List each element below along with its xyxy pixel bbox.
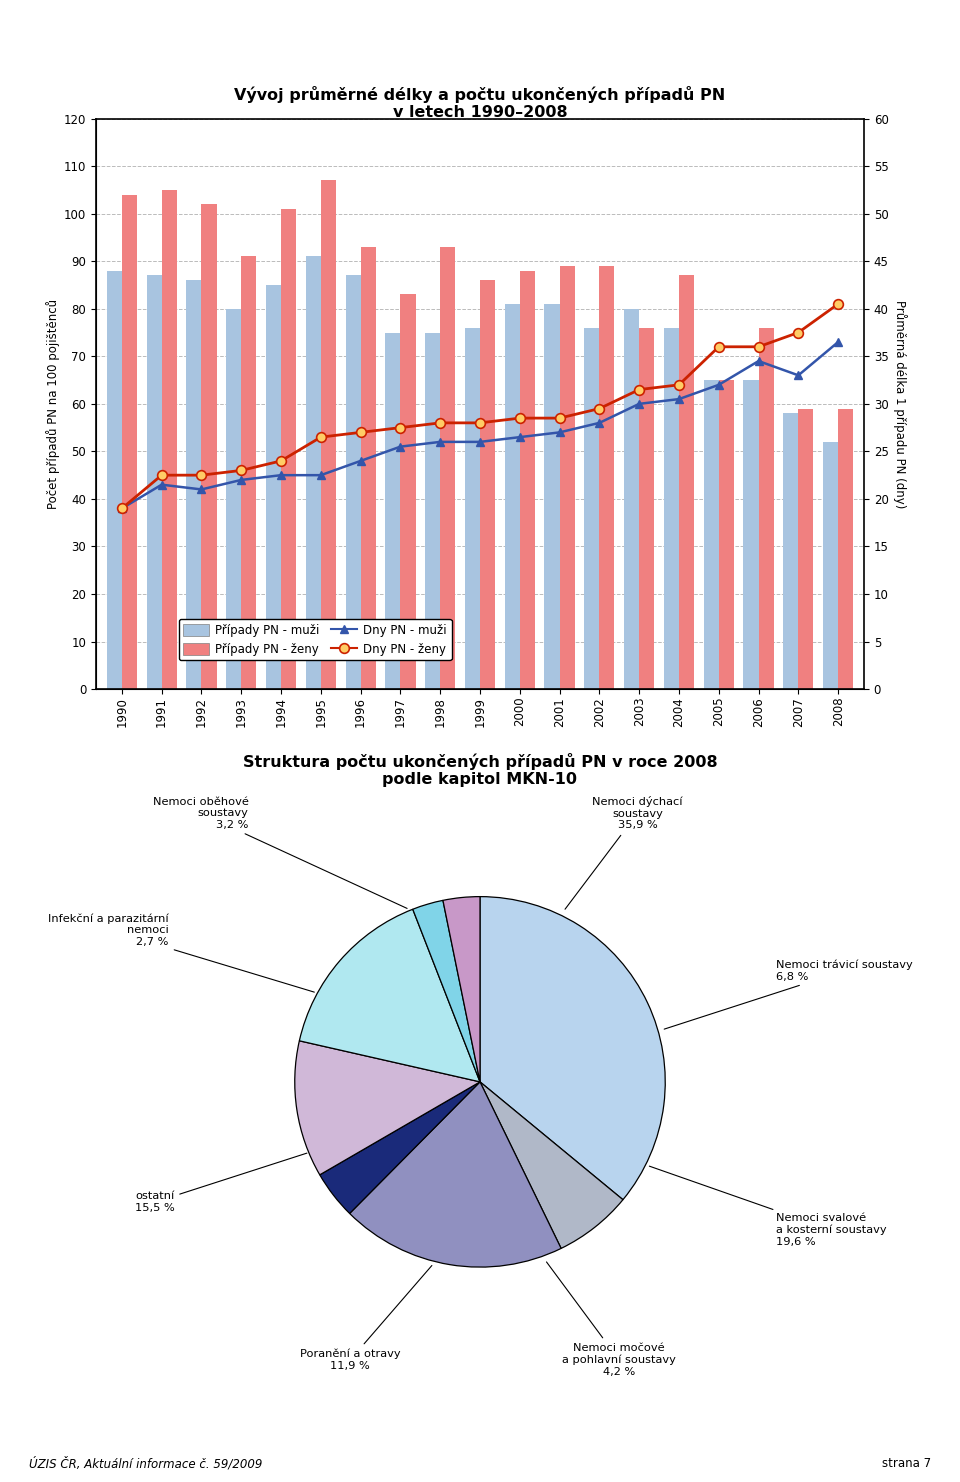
Bar [585, 328, 599, 689]
Bar [519, 271, 535, 689]
Text: Poranění a otravy
11,9 %: Poranění a otravy 11,9 % [300, 1266, 432, 1371]
Bar [425, 332, 441, 689]
Wedge shape [480, 1082, 623, 1248]
Wedge shape [443, 897, 480, 1082]
Bar [266, 285, 281, 689]
Bar [400, 295, 416, 689]
Bar [202, 205, 217, 689]
Bar [639, 328, 655, 689]
Bar [560, 265, 575, 689]
Bar [624, 308, 639, 689]
Bar [823, 442, 838, 689]
Bar [227, 308, 241, 689]
Wedge shape [413, 901, 480, 1082]
Bar [719, 379, 733, 689]
Text: strana 7: strana 7 [882, 1457, 931, 1470]
Text: Vývoj průměrné délky a počtu ukončených případů PN
v letech 1990–2008: Vývoj průměrné délky a počtu ukončených … [234, 86, 726, 120]
Bar [161, 190, 177, 689]
Y-axis label: Počet případů PN na 100 pojištěnců: Počet případů PN na 100 pojištěnců [46, 299, 60, 508]
Bar [480, 280, 495, 689]
Text: Nemoci trávicí soustavy
6,8 %: Nemoci trávicí soustavy 6,8 % [664, 960, 913, 1029]
Bar [544, 304, 560, 689]
Bar [385, 332, 400, 689]
Text: ÚZIS ČR, Aktuální informace č. 59/2009: ÚZIS ČR, Aktuální informace č. 59/2009 [29, 1457, 262, 1470]
Bar [122, 194, 137, 689]
Text: Nemoci oběhové
soustavy
3,2 %: Nemoci oběhové soustavy 3,2 % [153, 797, 407, 908]
Bar [281, 209, 296, 689]
Bar [838, 409, 853, 689]
Text: Nemoci dýchací
soustavy
35,9 %: Nemoci dýchací soustavy 35,9 % [565, 796, 683, 910]
Y-axis label: Průměrná délka 1 případu PN (dny): Průměrná délka 1 případu PN (dny) [893, 299, 907, 508]
Text: Nemoci močové
a pohlavní soustavy
4,2 %: Nemoci močové a pohlavní soustavy 4,2 % [546, 1263, 676, 1377]
Bar [186, 280, 202, 689]
Wedge shape [320, 1082, 480, 1214]
Bar [441, 247, 455, 689]
Bar [241, 256, 256, 689]
Bar [346, 276, 361, 689]
Bar [361, 247, 375, 689]
Bar [147, 276, 161, 689]
Wedge shape [480, 897, 665, 1200]
Text: Infekční a parazitární
nemoci
2,7 %: Infekční a parazitární nemoci 2,7 % [48, 913, 314, 991]
Text: Nemoci svalové
a kosterní soustavy
19,6 %: Nemoci svalové a kosterní soustavy 19,6 … [649, 1166, 887, 1246]
Bar [664, 328, 679, 689]
Wedge shape [300, 910, 480, 1082]
Bar [505, 304, 519, 689]
Bar [679, 276, 694, 689]
Bar [107, 271, 122, 689]
Bar [743, 379, 758, 689]
Bar [599, 265, 614, 689]
Bar [799, 409, 813, 689]
Bar [704, 379, 719, 689]
Bar [465, 328, 480, 689]
Wedge shape [295, 1040, 480, 1175]
Bar [758, 328, 774, 689]
Bar [305, 256, 321, 689]
Bar [783, 413, 799, 689]
Bar [321, 181, 336, 689]
Wedge shape [349, 1082, 562, 1267]
Legend: Případy PN - muži, Případy PN - ženy, Dny PN - muži, Dny PN - ženy: Případy PN - muži, Případy PN - ženy, Dn… [179, 619, 452, 661]
Text: Struktura počtu ukončených případů PN v roce 2008
podle kapitol MKN-10: Struktura počtu ukončených případů PN v … [243, 753, 717, 787]
Text: ostatní
15,5 %: ostatní 15,5 % [134, 1153, 307, 1214]
